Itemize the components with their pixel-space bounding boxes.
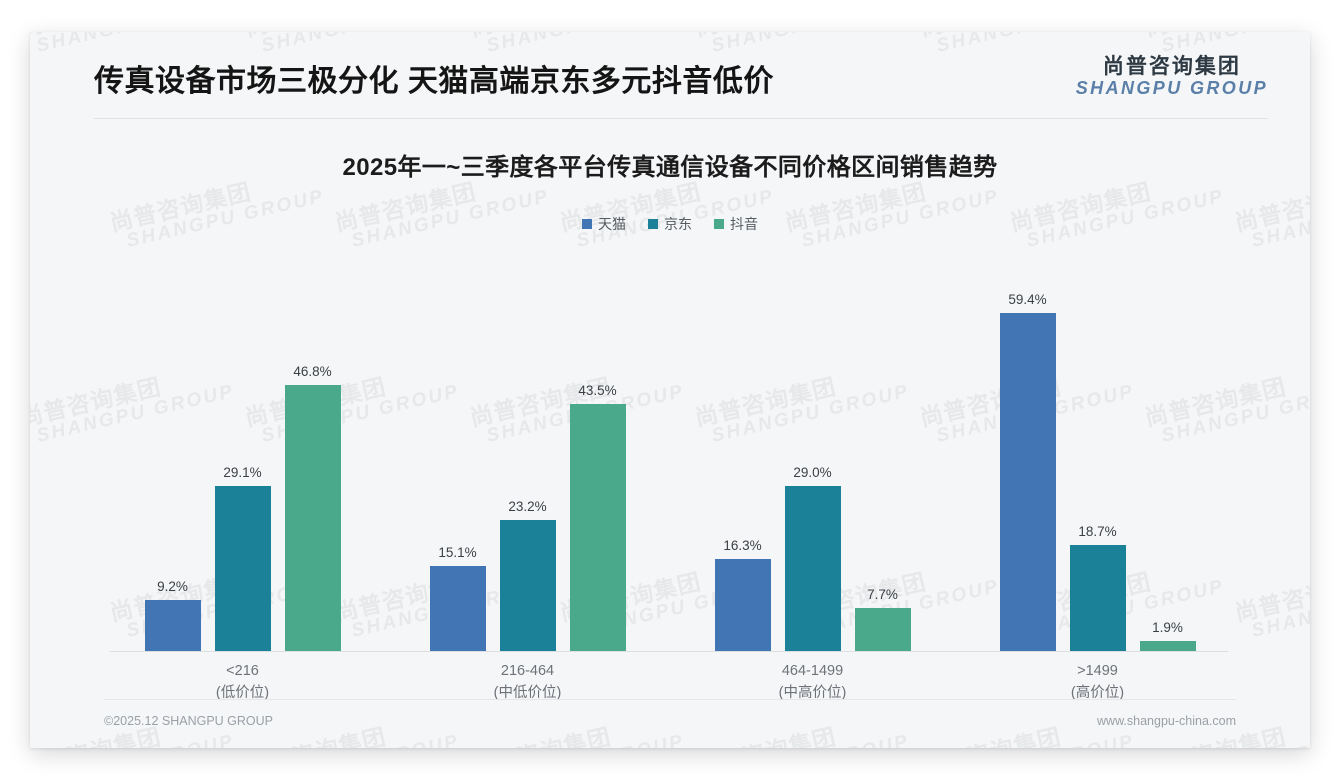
- header-divider: [94, 118, 1268, 119]
- bar-value-label: 16.3%: [723, 537, 762, 553]
- bar[interactable]: [784, 486, 841, 652]
- bar-item[interactable]: 29.1%: [214, 247, 271, 652]
- brand-logo: 尚普咨询集团 SHANGPU GROUP: [1075, 55, 1268, 99]
- chart-plot-area: 9.2% 29.1% 46.8% 15.1% 23.2% 43.5% 16.3% 29.0% 7…: [100, 247, 1240, 652]
- x-axis-tick: 464-1499 (中高价位): [670, 660, 955, 705]
- x-axis-tick-sub: (低价位): [215, 685, 270, 702]
- bar-item[interactable]: 23.2%: [499, 247, 556, 652]
- bar[interactable]: [1139, 641, 1196, 652]
- bar-item[interactable]: 46.8%: [284, 247, 341, 652]
- bar[interactable]: [569, 403, 626, 652]
- x-axis-tick-main: 216-464: [500, 663, 555, 679]
- bar[interactable]: [714, 558, 771, 652]
- bar-value-label: 23.2%: [508, 498, 547, 514]
- bar-group: 15.1% 23.2% 43.5%: [385, 247, 670, 652]
- bar-value-label: 1.9%: [1152, 620, 1183, 636]
- legend-item-1[interactable]: 天猫: [582, 214, 626, 234]
- page-title: 传真设备市场三极分化 天猫高端京东多元抖音低价: [94, 65, 774, 98]
- bar-item[interactable]: 15.1%: [429, 247, 486, 652]
- bar-value-label: 29.0%: [793, 465, 832, 481]
- bar-value-label: 9.2%: [157, 578, 188, 594]
- legend-label: 抖音: [730, 216, 758, 232]
- legend-label: 京东: [664, 216, 692, 232]
- x-axis-tick: <216 (低价位): [100, 660, 385, 705]
- x-axis-tick-main: 464-1499: [781, 663, 844, 679]
- bar-group: 59.4% 18.7% 1.9%: [955, 247, 1240, 652]
- bar[interactable]: [1069, 545, 1126, 652]
- bar-value-label: 59.4%: [1008, 291, 1047, 307]
- x-axis-tick: >1499 (高价位): [955, 660, 1240, 705]
- bar-value-label: 15.1%: [438, 544, 477, 560]
- bar[interactable]: [854, 608, 911, 652]
- bar-groups: 9.2% 29.1% 46.8% 15.1% 23.2% 43.5% 16.3% 29.0% 7…: [100, 247, 1240, 652]
- x-axis-tick-sub: (高价位): [1070, 685, 1125, 702]
- logo-chinese-text: 尚普咨询集团: [1102, 55, 1241, 78]
- card-header: 传真设备市场三极分化 天猫高端京东多元抖音低价 尚普咨询集团 SHANGPU G…: [30, 32, 1310, 118]
- x-axis-tick-main: <216: [226, 663, 259, 679]
- bar-value-label: 18.7%: [1078, 524, 1117, 540]
- legend-item-3[interactable]: 抖音: [714, 214, 758, 234]
- report-card: 尚普咨询集团 SHANGPU GROUP 尚普咨询集团 SHANGPU GROUP 尚普…: [30, 32, 1310, 748]
- legend-swatch-icon: [714, 219, 724, 229]
- bar-item[interactable]: 16.3%: [714, 247, 771, 652]
- legend-label: 天猫: [598, 216, 626, 232]
- bar[interactable]: [144, 599, 201, 652]
- legend-swatch-icon: [648, 219, 658, 229]
- x-axis-tick-sub: (中高价位): [778, 685, 847, 702]
- bar-item[interactable]: 43.5%: [569, 247, 626, 652]
- bar-item[interactable]: 59.4%: [999, 247, 1056, 652]
- bar-item[interactable]: 7.7%: [854, 247, 911, 652]
- footer-divider: [104, 699, 1236, 700]
- x-axis-tick: 216-464 (中低价位): [385, 660, 670, 705]
- chart-legend: 天猫 京东 抖音: [30, 214, 1310, 234]
- legend-swatch-icon: [582, 219, 592, 229]
- bar-item[interactable]: 9.2%: [144, 247, 201, 652]
- bar-item[interactable]: 29.0%: [784, 247, 841, 652]
- chart-subtitle: 2025年一~三季度各平台传真通信设备不同价格区间销售趋势: [342, 154, 998, 181]
- logo-english-text: SHANGPU GROUP: [1075, 78, 1268, 99]
- bar-group: 9.2% 29.1% 46.8%: [100, 247, 385, 652]
- x-axis-tick-main: >1499: [1077, 663, 1118, 679]
- bar-value-label: 7.7%: [867, 587, 898, 603]
- bar[interactable]: [499, 519, 556, 652]
- bar[interactable]: [999, 312, 1056, 652]
- bar[interactable]: [214, 485, 271, 652]
- footer-copyright: ©2025.12 SHANGPU GROUP: [104, 714, 273, 728]
- card-footer: ©2025.12 SHANGPU GROUP www.shangpu-china…: [104, 708, 1236, 734]
- footer-website: www.shangpu-china.com: [1097, 714, 1236, 728]
- bar-value-label: 29.1%: [223, 464, 262, 480]
- bar-value-label: 43.5%: [578, 382, 617, 398]
- legend-item-2[interactable]: 京东: [648, 214, 692, 234]
- bar-item[interactable]: 18.7%: [1069, 247, 1126, 652]
- x-axis-tick-sub: (中低价位): [493, 685, 562, 702]
- x-axis-labels: <216 (低价位) 216-464 (中低价位) 464-1499 (中高价位) >149…: [100, 660, 1240, 705]
- bar-value-label: 46.8%: [293, 363, 332, 379]
- bar-item[interactable]: 1.9%: [1139, 247, 1196, 652]
- bar[interactable]: [429, 565, 486, 652]
- x-axis-line: [110, 651, 1228, 652]
- bar-group: 16.3% 29.0% 7.7%: [670, 247, 955, 652]
- bar[interactable]: [284, 384, 341, 652]
